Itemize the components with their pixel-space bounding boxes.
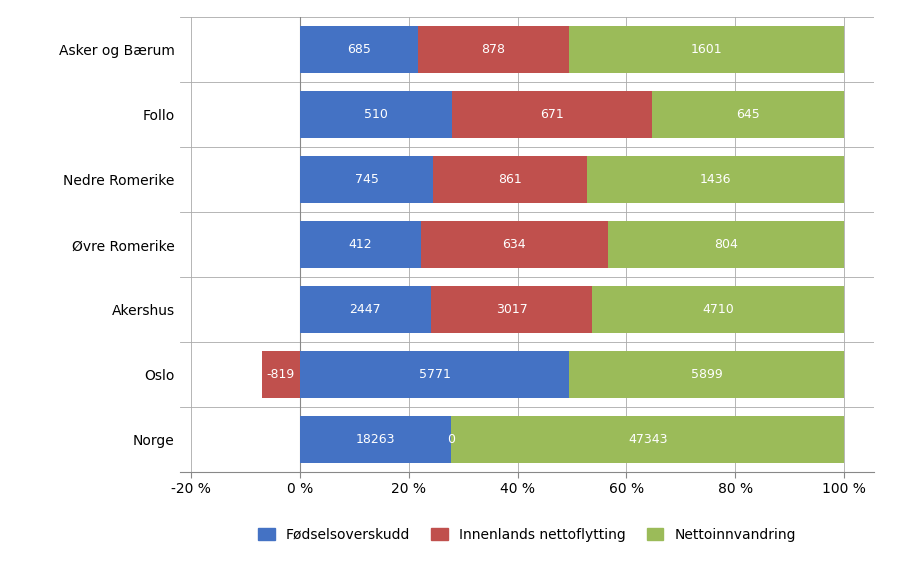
- Text: 861: 861: [498, 173, 522, 186]
- Bar: [569, 351, 844, 398]
- Text: 878: 878: [481, 43, 505, 56]
- Bar: [587, 157, 844, 203]
- Bar: [418, 26, 569, 73]
- Bar: [651, 92, 844, 138]
- Bar: [421, 221, 607, 268]
- Text: -819: -819: [267, 368, 295, 381]
- Text: 671: 671: [540, 108, 564, 122]
- Text: 412: 412: [349, 238, 372, 251]
- Text: 745: 745: [355, 173, 378, 186]
- Text: 685: 685: [347, 43, 370, 56]
- Text: 3017: 3017: [496, 304, 527, 316]
- Text: 47343: 47343: [628, 433, 668, 446]
- Text: 645: 645: [736, 108, 760, 122]
- Bar: [300, 351, 569, 398]
- Bar: [300, 416, 451, 463]
- Bar: [300, 26, 418, 73]
- Bar: [569, 26, 844, 73]
- Text: 1436: 1436: [700, 173, 732, 186]
- Bar: [261, 351, 300, 398]
- Bar: [433, 157, 587, 203]
- Text: 18263: 18263: [356, 433, 396, 446]
- Bar: [451, 416, 844, 463]
- Text: 4710: 4710: [702, 304, 734, 316]
- Bar: [431, 286, 592, 333]
- Bar: [300, 92, 452, 138]
- Text: 5899: 5899: [691, 368, 723, 381]
- Bar: [300, 157, 433, 203]
- Bar: [300, 286, 431, 333]
- Bar: [452, 92, 651, 138]
- Text: 2447: 2447: [350, 304, 381, 316]
- Bar: [592, 286, 844, 333]
- Legend: Fødselsoverskudd, Innenlands nettoflytting, Nettoinnvandring: Fødselsoverskudd, Innenlands nettoflytti…: [252, 522, 802, 547]
- Bar: [300, 221, 421, 268]
- Bar: [607, 221, 844, 268]
- Text: 804: 804: [714, 238, 738, 251]
- Text: 0: 0: [448, 433, 455, 446]
- Text: 1601: 1601: [690, 43, 723, 56]
- Text: 510: 510: [364, 108, 387, 122]
- Text: 634: 634: [503, 238, 526, 251]
- Text: 5771: 5771: [418, 368, 450, 381]
